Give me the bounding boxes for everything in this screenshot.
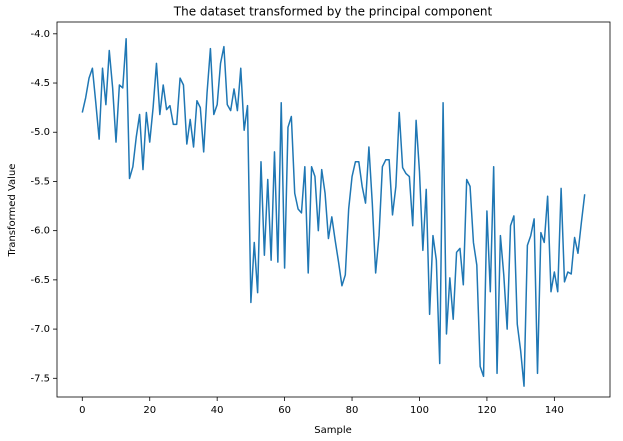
- y-tick-label: -7.5: [30, 373, 50, 384]
- x-tick-label: 140: [545, 405, 564, 416]
- y-tick-label: -7.0: [30, 324, 50, 335]
- x-tick-label: 100: [410, 405, 429, 416]
- x-tick-label: 80: [346, 405, 359, 416]
- x-tick-label: 60: [278, 405, 291, 416]
- x-axis-label: Sample: [314, 425, 352, 436]
- y-tick-label: -5.5: [30, 176, 50, 187]
- x-tick-label: 20: [143, 405, 156, 416]
- x-tick-label: 40: [211, 405, 224, 416]
- y-tick-label: -6.5: [30, 275, 50, 286]
- data-line: [81, 37, 586, 387]
- y-tick-label: -4.0: [30, 29, 50, 40]
- chart-title: The dataset transformed by the principal…: [173, 5, 493, 19]
- y-axis-label: Transformed Value: [7, 164, 18, 258]
- x-tick-label: 120: [477, 405, 496, 416]
- x-tick-label: 0: [79, 405, 85, 416]
- y-tick-label: -4.5: [30, 78, 50, 89]
- y-tick-label: -6.0: [30, 226, 50, 237]
- plot-frame: [56, 21, 611, 398]
- y-tick-label: -5.0: [30, 127, 50, 138]
